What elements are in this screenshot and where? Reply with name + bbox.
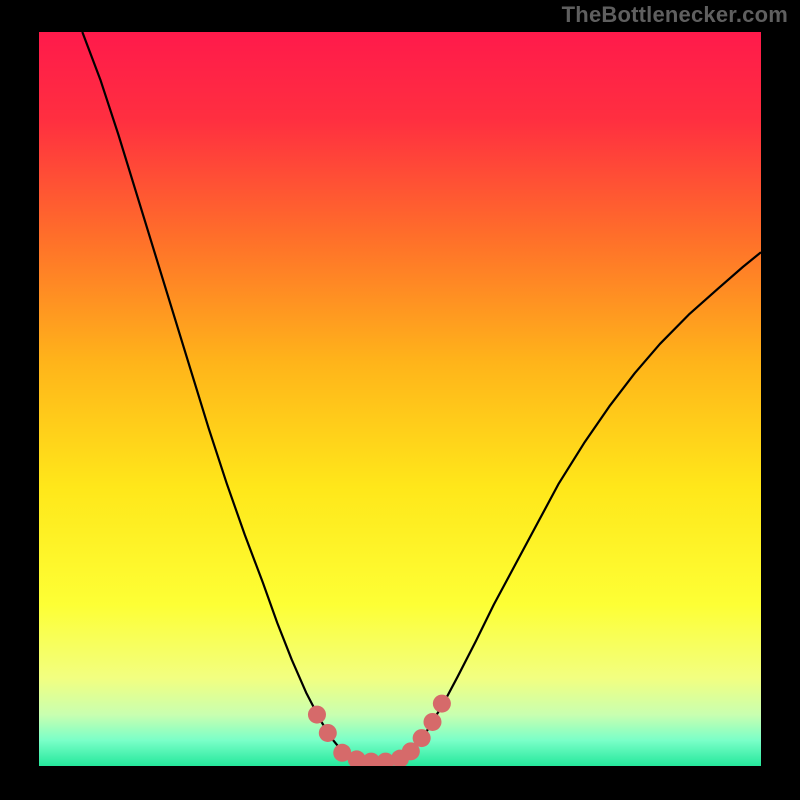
plot-svg xyxy=(39,32,761,766)
overlay-dot xyxy=(433,695,451,713)
watermark-text: TheBottlenecker.com xyxy=(562,2,788,28)
overlay-dot xyxy=(308,706,326,724)
overlay-dot xyxy=(423,713,441,731)
plot-area xyxy=(39,32,761,766)
overlay-dot xyxy=(413,729,431,747)
overlay-dot xyxy=(319,724,337,742)
gradient-background xyxy=(39,32,761,766)
chart-container: TheBottlenecker.com xyxy=(0,0,800,800)
